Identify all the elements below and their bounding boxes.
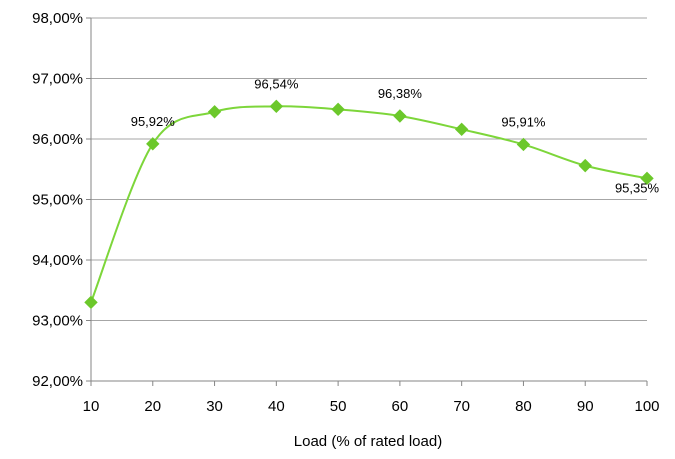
x-tick-label: 70 [453,398,470,415]
x-tick-label: 50 [330,398,347,415]
y-tick-label: 94,00% [32,252,83,269]
data-labels: 95,92% 96,54% 96,38% 95,91% 95,35% [131,76,660,195]
y-tick-label: 95,00% [32,192,83,209]
y-tick-label: 96,00% [32,131,83,148]
axes [86,17,648,386]
data-point-marker [393,109,407,123]
markers [84,99,654,310]
x-tick-label: 60 [392,398,409,415]
x-tick-label: 30 [206,398,223,415]
x-tick-label: 10 [83,398,100,415]
x-tick-label: 100 [634,398,659,415]
data-point-marker [454,122,469,137]
data-label: 96,38% [378,86,423,101]
data-point-marker [207,105,222,119]
x-tick-label: 40 [268,398,285,415]
y-tick-label: 98,00% [32,10,83,27]
gridlines [91,17,647,321]
data-label: 95,35% [615,180,660,195]
data-point-marker [84,295,98,310]
series-line [90,105,648,303]
data-label: 95,91% [501,114,546,129]
x-axis-title: Load (% of rated load) [294,433,442,450]
data-point-marker [331,102,345,117]
x-tick-label: 20 [144,398,161,415]
series [90,105,648,303]
data-point-marker [516,137,531,152]
y-tick-label: 92,00% [32,373,83,390]
x-tick-label: 90 [577,398,594,415]
y-tick-labels: 92,00% 93,00% 94,00% 95,00% 96,00% 97,00% 98,0… [32,10,83,390]
data-label: 96,54% [254,76,299,91]
data-point-marker [578,158,592,173]
x-tick-labels: 10 20 30 40 50 60 70 80 90 100 [83,398,660,415]
data-point-marker [146,137,160,151]
data-label: 95,92% [131,114,176,129]
x-tick-label: 80 [515,398,532,415]
y-tick-label: 97,00% [32,71,83,88]
data-point-marker [269,99,284,114]
data-point-marker [640,171,654,186]
y-tick-label: 93,00% [32,313,83,330]
